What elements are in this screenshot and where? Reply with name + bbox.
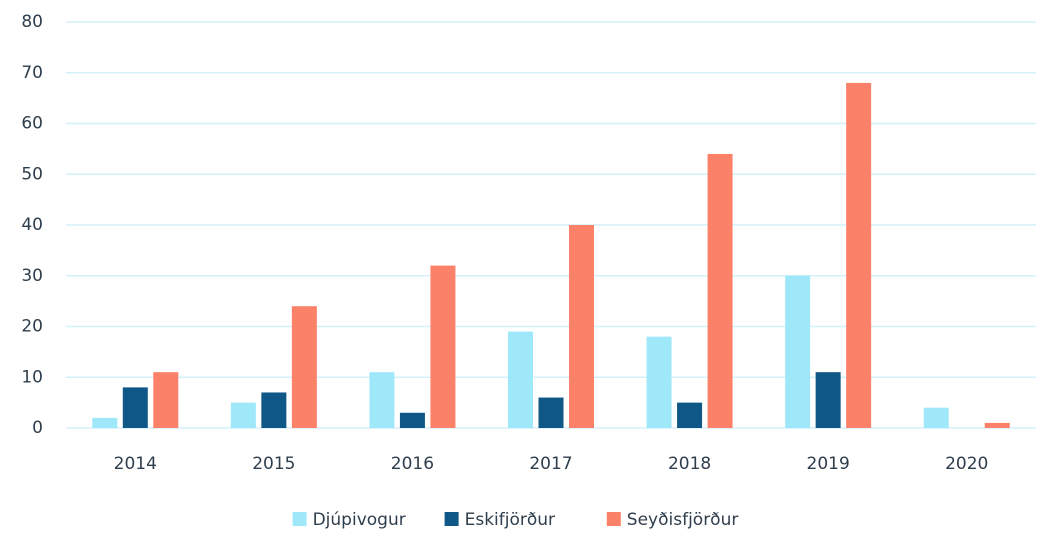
bar: [846, 82, 872, 429]
x-tick-label: 2019: [807, 454, 850, 474]
bar: [92, 417, 118, 428]
legend-label: Djúpivogur: [313, 510, 406, 530]
bar: [230, 402, 256, 428]
legend-label: Seyðisfjörður: [627, 510, 739, 530]
y-tick-label: 60: [21, 114, 43, 134]
bar: [677, 402, 703, 428]
y-tick-label: 50: [21, 164, 43, 184]
bar: [646, 336, 672, 428]
legend-swatch: [444, 512, 459, 526]
bar: [369, 372, 395, 428]
legend-swatch: [606, 512, 621, 526]
bar: [707, 153, 733, 428]
bar: [399, 412, 425, 428]
y-tick-label: 30: [21, 266, 43, 286]
y-tick-label: 40: [21, 215, 43, 235]
x-tick-label: 2017: [529, 454, 572, 474]
y-tick-label: 10: [21, 367, 43, 387]
bar: [508, 331, 533, 428]
x-tick-label: 2020: [945, 454, 988, 474]
x-tick-label: 2014: [114, 454, 157, 474]
bar: [291, 306, 317, 428]
y-tick-label: 70: [21, 63, 43, 83]
bar: [923, 407, 949, 428]
bar: [984, 422, 1010, 428]
legend-swatch: [292, 512, 307, 526]
x-tick-label: 2015: [252, 454, 295, 474]
bar: [122, 387, 148, 428]
y-tick-label: 20: [21, 317, 43, 337]
y-tick-label: 0: [32, 418, 43, 438]
bar: [153, 372, 179, 428]
x-tick-label: 2018: [668, 454, 711, 474]
x-tick-label: 2016: [391, 454, 434, 474]
bar: [785, 275, 811, 428]
bar: [569, 225, 594, 428]
bar: [538, 397, 564, 428]
bar: [815, 372, 841, 428]
bar: [430, 265, 456, 428]
bar: [261, 392, 287, 428]
y-tick-label: 80: [21, 12, 43, 32]
legend-label: Eskifjörður: [465, 510, 555, 530]
